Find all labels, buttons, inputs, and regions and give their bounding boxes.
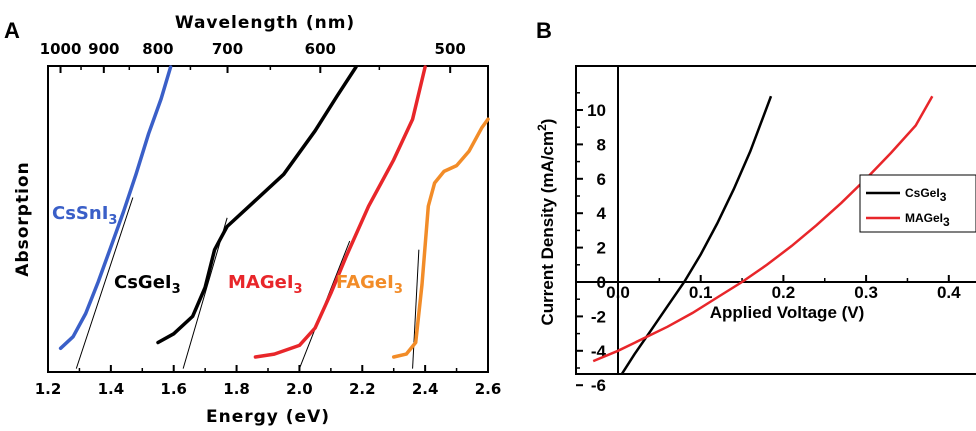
- curve-csgei3: [156, 65, 358, 345]
- curve-magei3: [253, 65, 427, 359]
- panel-a-curves: [58, 65, 490, 359]
- legend-label-magei3: MAGeI3: [905, 211, 950, 229]
- panel-a-x-tick-label: 1.6: [160, 380, 187, 398]
- panel-b-y-tick-label: 6: [597, 170, 606, 189]
- panel-a-x-tick-label: 2.0: [286, 380, 313, 398]
- curve-fagei3: [391, 117, 490, 359]
- curve-cssni3: [58, 65, 173, 351]
- panel-a-ticks: 1.2 1.4 1.6 1.8 2.0 2.2 2.4 2.6 1000 900 800 700 600…: [35, 40, 502, 398]
- panel-a-x-tick-label: 2.2: [349, 380, 376, 398]
- panel-b-y-tick-label: -6: [591, 376, 606, 395]
- panel-b-x-tick-label: 0.2: [772, 283, 796, 302]
- tangent-cssni3: [75, 197, 134, 369]
- panel-b-y-tick-label: 8: [597, 135, 606, 154]
- panel-a-top-tick-label: 800: [142, 40, 173, 58]
- panel-b-x-tick-label: 0.1: [689, 283, 713, 302]
- panel-b-plot-frame: [575, 65, 976, 375]
- jv-curve-magei3: [592, 95, 934, 363]
- panel-a-x-tick-label: 1.4: [98, 380, 125, 398]
- panel-b-x-tick-label: 0.0: [606, 283, 630, 302]
- panel-a-y-axis-title: Absorption: [13, 161, 33, 276]
- panel-label-b: B: [536, 18, 552, 43]
- panel-a-top-axis-title: Wavelength (nm): [175, 13, 355, 33]
- panel-label-a: A: [4, 18, 20, 43]
- panel-b-y-tick-label: 0: [597, 273, 606, 292]
- curve-label-magei3: MAGeI3: [228, 272, 303, 297]
- panel-b-y-tick-label: -2: [591, 307, 606, 326]
- curve-label-csgei3: CsGeI3: [114, 272, 181, 297]
- panel-b-y-axis-title: Current Density (mA/cm2): [535, 119, 557, 326]
- panel-a-top-tick-label: 500: [435, 40, 466, 58]
- panel-b-y-tick-label: 2: [597, 239, 606, 258]
- panel-a-x-axis-title: Energy (eV): [206, 407, 330, 427]
- panel-b-zero-lines: [576, 66, 976, 374]
- panel-a-x-tick-label: 1.8: [223, 380, 250, 398]
- panel-b-curves: [592, 95, 934, 374]
- tangent-fagei3: [412, 249, 420, 369]
- panel-b-y-axis-title-sup: 2: [535, 124, 549, 131]
- panel-a-top-tick-label: 900: [88, 40, 119, 58]
- panel-b-y-axis-title-end: ): [538, 119, 557, 125]
- panel-b-x-tick-label: 0.4: [937, 283, 961, 302]
- panel-a-top-tick-label: 700: [212, 40, 243, 58]
- panel-b-y-axis-title-main: Current Density (mA/cm: [538, 131, 557, 326]
- curve-label-cssni3: CsSnI3: [52, 203, 117, 228]
- panel-a-x-tick-label: 2.6: [475, 380, 502, 398]
- panel-b-y-tick-label: 10: [587, 101, 606, 120]
- panel-a-labels: CsSnI3 CsGeI3 MAGeI3 FAGeI3: [52, 203, 403, 297]
- panel-a-x-tick-label: 1.2: [35, 380, 62, 398]
- panel-b-legend: CsGeI3 MAGeI3: [859, 174, 976, 233]
- panel-a-top-tick-label: 1000: [40, 40, 82, 58]
- panel-a-x-tick-label: 2.4: [412, 380, 439, 398]
- jv-curve-csgei3: [620, 95, 773, 374]
- legend-box: [859, 174, 976, 233]
- curve-label-fagei3: FAGeI3: [336, 272, 403, 297]
- panel-b-x-axis-title: Applied Voltage (V): [710, 303, 865, 322]
- legend-label-csgei3: CsGeI3: [905, 186, 947, 204]
- panel-b-y-tick-label: 4: [597, 204, 607, 223]
- panel-a-top-tick-label: 600: [305, 40, 336, 58]
- panel-b-x-tick-label: 0.3: [854, 283, 878, 302]
